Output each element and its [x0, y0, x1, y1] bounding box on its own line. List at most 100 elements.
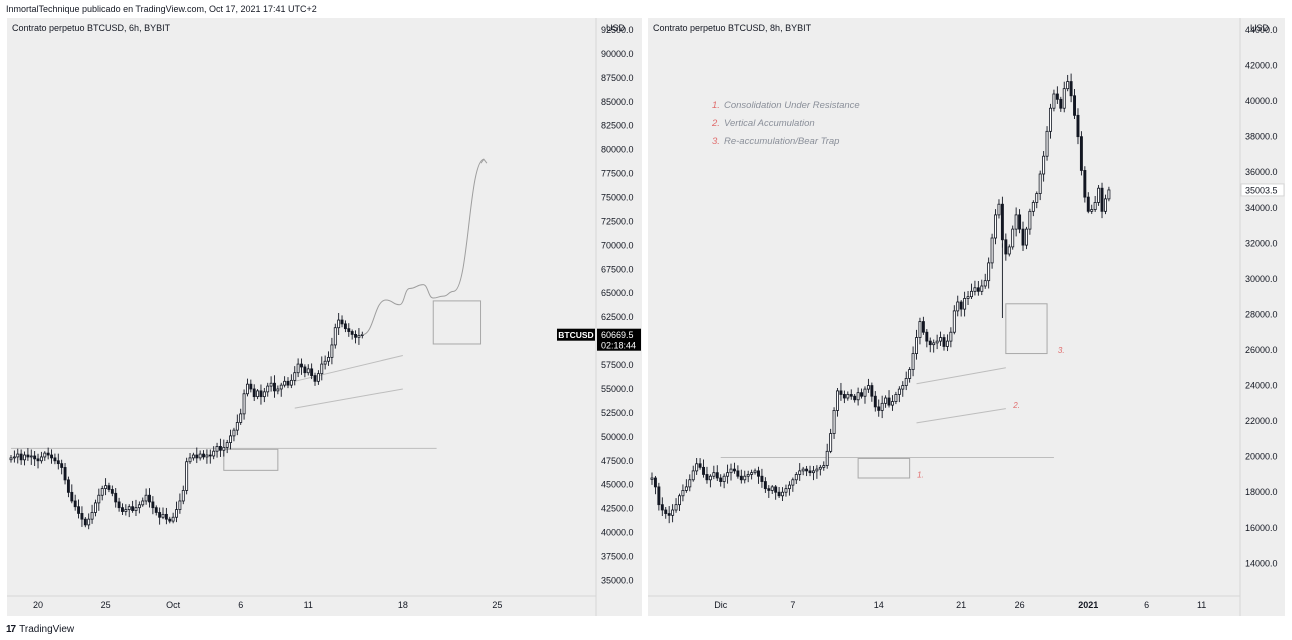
candle-body	[90, 512, 94, 520]
candle-body	[296, 363, 300, 374]
candle-body	[202, 453, 205, 458]
x-tick-label: 2021	[1078, 600, 1098, 610]
candle-body	[127, 506, 131, 510]
y-tick-label: 72500.0	[601, 216, 634, 226]
candle-body	[191, 454, 195, 459]
candle-body	[997, 203, 1001, 216]
candle-body	[1018, 214, 1022, 230]
candle-body	[650, 477, 654, 480]
channel-line	[916, 367, 1006, 385]
candle-body	[746, 474, 750, 477]
candle-body	[1049, 107, 1052, 132]
candle-body	[222, 446, 226, 451]
candle-body	[1035, 193, 1039, 203]
x-tick-label: Dic	[714, 600, 727, 610]
candle-body	[736, 470, 740, 477]
consolidation-box	[432, 300, 482, 345]
currency-label: USD	[1250, 23, 1270, 33]
candle-body	[664, 509, 668, 514]
candle-body	[932, 342, 936, 346]
time-axis	[7, 596, 642, 616]
chart-panel-2: Contrato perpetuo BTCUSD, 8h, BYBIT 14000…	[648, 18, 1285, 616]
candle-body	[29, 455, 33, 458]
candle-body	[337, 319, 341, 329]
candle-body	[46, 452, 50, 456]
candle-body	[60, 463, 64, 468]
candle-body	[225, 442, 229, 448]
y-tick-label: 47500.0	[601, 456, 634, 466]
candle-body	[310, 368, 314, 376]
y-tick-label: 20000.0	[1245, 452, 1278, 462]
last-price-tag	[597, 328, 641, 351]
candle-body	[154, 507, 158, 513]
candle-body	[97, 494, 101, 504]
y-tick-label: 35000.0	[601, 575, 634, 585]
x-tick-label: 25	[101, 600, 111, 610]
candle-body	[860, 392, 864, 397]
candle-body	[976, 287, 980, 292]
candle-body	[678, 495, 681, 506]
candle-body	[712, 472, 716, 477]
candle-body	[185, 461, 189, 491]
candle-body	[1073, 95, 1077, 116]
legend-number: 2.	[711, 118, 720, 129]
candle-body	[770, 486, 774, 491]
candle-body	[911, 353, 915, 370]
candle-body	[107, 485, 111, 490]
candle-body	[1100, 187, 1104, 212]
candle-body	[246, 383, 249, 395]
y-tick-label: 55000.0	[601, 384, 634, 394]
candle-body	[822, 465, 826, 468]
pattern-marker: 2.	[1012, 401, 1020, 410]
candle-body	[333, 327, 337, 346]
candle-body	[966, 296, 970, 299]
projection-arrow	[480, 158, 488, 164]
candle-body	[175, 509, 178, 518]
candle-body	[681, 490, 685, 497]
candle-body	[732, 468, 736, 472]
bar-countdown: 02:18:44	[601, 341, 636, 351]
candle-body	[43, 452, 47, 458]
x-tick-label: 7	[790, 600, 795, 610]
y-tick-label: 45000.0	[601, 480, 634, 490]
candle-body	[1107, 189, 1111, 200]
candle-body	[1055, 93, 1059, 100]
candle-body	[767, 488, 771, 491]
x-tick-label: 21	[956, 600, 966, 610]
candle-body	[161, 513, 165, 518]
candle-body	[114, 492, 118, 503]
candle-body	[739, 475, 743, 481]
x-tick-label: 6	[238, 600, 243, 610]
candle-body	[825, 450, 829, 466]
tradingview-footer[interactable]: 17 TradingView	[6, 622, 74, 636]
candle-body	[1093, 202, 1097, 210]
candle-body	[970, 290, 973, 298]
candle-body	[104, 485, 108, 489]
candle-body	[760, 475, 764, 482]
candle-body	[873, 395, 877, 408]
tradingview-logo-icon: 17	[6, 623, 16, 635]
candle-body	[853, 395, 857, 401]
candle-body	[763, 481, 767, 490]
candle-body	[151, 501, 155, 509]
candle-body	[73, 500, 77, 508]
candle-body	[777, 491, 781, 497]
candle-body	[330, 344, 334, 358]
candle-body	[1042, 155, 1046, 175]
candle-body	[273, 382, 276, 392]
candle-body	[168, 518, 172, 522]
candle-body	[12, 456, 16, 459]
y-tick-label: 90000.0	[601, 49, 634, 59]
consolidation-box	[1005, 303, 1048, 355]
candle-body	[877, 406, 881, 411]
candle-body	[753, 470, 757, 474]
pattern-marker: 3.	[1058, 346, 1065, 355]
candle-body	[137, 504, 141, 509]
candle-body	[215, 446, 219, 452]
y-tick-label: 26000.0	[1245, 345, 1278, 355]
candle-body	[695, 463, 699, 472]
candle-body	[684, 486, 688, 491]
candle-body	[887, 397, 891, 406]
candle-body	[722, 475, 726, 482]
last-price: 60669.5	[601, 330, 634, 340]
